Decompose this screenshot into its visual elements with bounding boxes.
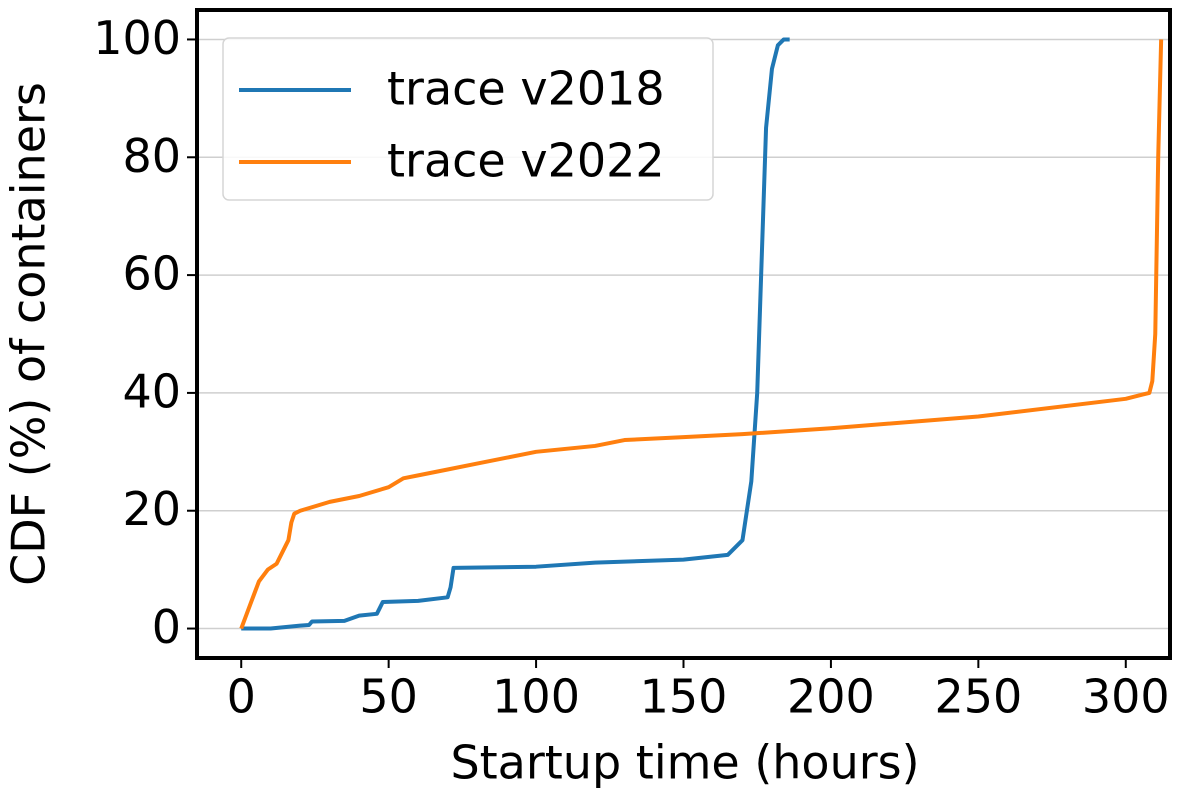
legend-label: trace v2022 — [387, 134, 665, 188]
x-tick-label: 50 — [359, 670, 418, 724]
y-tick-label: 100 — [93, 11, 181, 65]
legend-label: trace v2018 — [387, 62, 665, 116]
x-axis-label: Startup time (hours) — [450, 736, 919, 790]
y-tick-label: 20 — [122, 482, 181, 536]
line — [239, 39, 1164, 630]
y-tick-label: 80 — [122, 129, 181, 183]
y-tick-label: 0 — [152, 600, 181, 654]
x-tick-label: 200 — [787, 670, 875, 724]
line — [241, 37, 790, 631]
y-tick-label: 60 — [122, 247, 181, 301]
plot-frame — [195, 8, 1172, 660]
legend-frame — [222, 37, 714, 201]
x-tick-label: 300 — [1082, 670, 1170, 724]
y-axis-label: CDF (%) of containers — [2, 82, 56, 586]
x-tick-label: 250 — [934, 670, 1022, 724]
y-tick-label: 40 — [122, 364, 181, 418]
x-tick-label: 150 — [640, 670, 728, 724]
x-tick-label: 0 — [227, 670, 256, 724]
legend: trace v2018 trace v2022 — [222, 37, 714, 201]
x-tick-label: 100 — [492, 670, 580, 724]
